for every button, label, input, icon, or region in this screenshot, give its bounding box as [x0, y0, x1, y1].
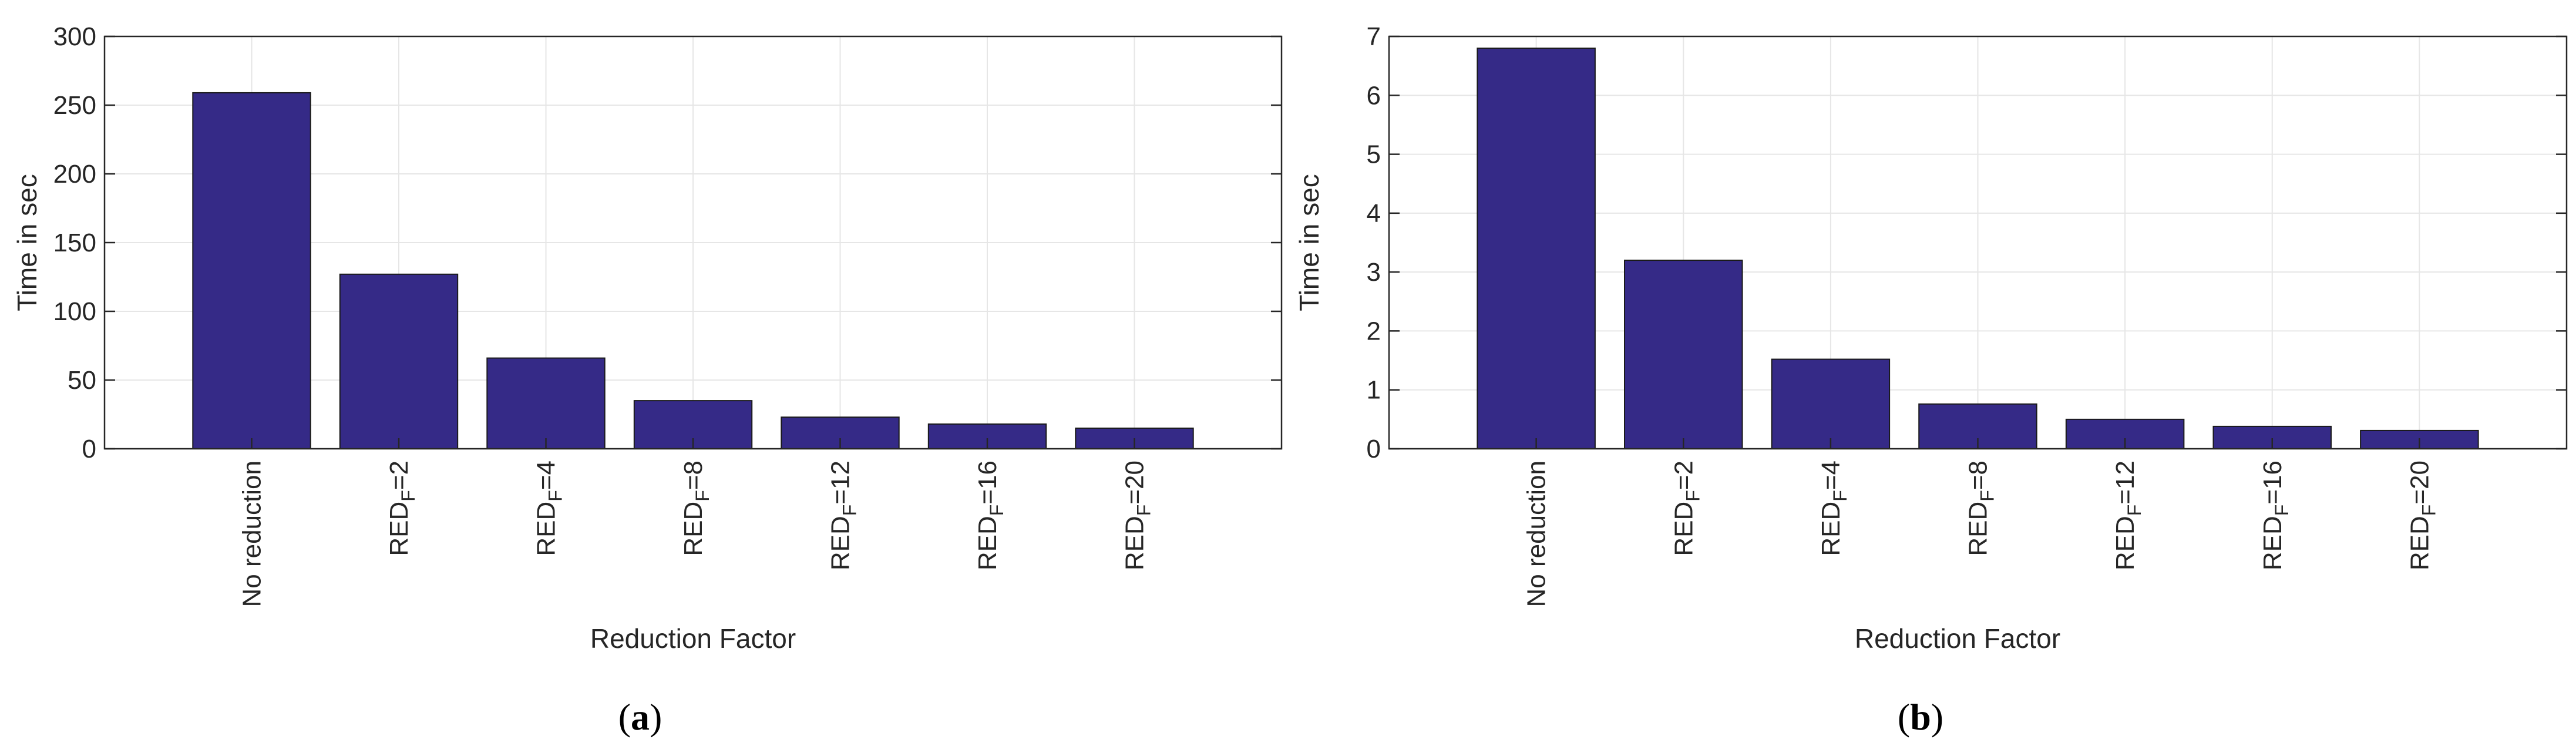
y-tick-label: 0 — [82, 435, 96, 463]
y-tick-label: 200 — [53, 160, 96, 189]
y-tick-label: 5 — [1367, 140, 1381, 169]
panel-label: (a) — [618, 696, 663, 738]
y-tick-label: 7 — [1367, 22, 1381, 51]
x-tick-label: REDF=12 — [826, 461, 860, 570]
x-tick-label: REDF=20 — [1121, 461, 1155, 570]
y-tick-label: 0 — [1367, 435, 1381, 463]
x-tick-label: REDF=20 — [2405, 461, 2439, 570]
panel-label: (b) — [1898, 696, 1943, 738]
y-tick-label: 1 — [1367, 376, 1381, 405]
x-tick-label: REDF=2 — [385, 461, 419, 556]
bar — [486, 357, 606, 449]
bar — [1477, 48, 1596, 450]
x-tick-label: REDF=8 — [1964, 461, 1998, 556]
x-axis-label: Reduction Factor — [1855, 623, 2060, 654]
x-tick-label: REDF=2 — [1669, 461, 1703, 556]
x-axis-label: Reduction Factor — [590, 623, 796, 654]
x-tick-label: No reduction — [238, 461, 267, 607]
bar — [339, 273, 459, 449]
y-tick-label: 6 — [1367, 81, 1381, 110]
y-tick-label: 50 — [68, 366, 96, 395]
x-tick-label: REDF=4 — [532, 461, 566, 556]
y-axis-label: Time in sec — [1294, 174, 1324, 311]
y-tick-label: 4 — [1367, 199, 1381, 228]
y-axis-label: Time in sec — [12, 174, 42, 311]
y-tick-label: 100 — [53, 297, 96, 326]
bar — [1771, 358, 1891, 450]
y-tick-label: 250 — [53, 91, 96, 120]
y-tick-label: 300 — [53, 22, 96, 51]
x-tick-label: REDF=16 — [2258, 461, 2292, 570]
bar — [1624, 260, 1743, 449]
chart-panel-b: 0 1 2 3 4 5 6 7 No reduction REDF=2 REDF=4 REDF=8 RE… — [1294, 22, 2568, 738]
x-tick-label: No reduction — [1522, 461, 1551, 607]
y-tick-label: 2 — [1367, 317, 1381, 345]
chart-panel-a: 0 50 100 150 200 250 300 No reduction REDF=2 REDF… — [12, 22, 1283, 738]
y-tick-label: 150 — [53, 228, 96, 257]
x-tick-label: REDF=4 — [1817, 461, 1851, 556]
x-tick-label: REDF=16 — [973, 461, 1007, 570]
x-tick-label: REDF=8 — [679, 461, 713, 556]
y-tick-label: 3 — [1367, 258, 1381, 287]
x-tick-label: REDF=12 — [2111, 461, 2145, 570]
bar — [192, 92, 311, 449]
